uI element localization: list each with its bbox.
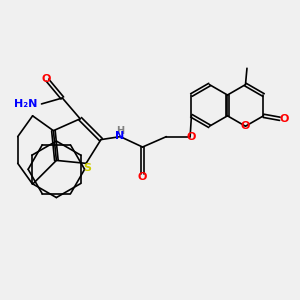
Text: O: O xyxy=(138,172,147,182)
Text: O: O xyxy=(280,114,289,124)
Text: H₂N: H₂N xyxy=(14,99,37,109)
Text: O: O xyxy=(241,121,250,131)
Text: O: O xyxy=(41,74,51,84)
Text: O: O xyxy=(187,132,196,142)
Text: H: H xyxy=(116,126,124,136)
Text: N: N xyxy=(115,131,124,141)
Text: S: S xyxy=(84,163,92,173)
